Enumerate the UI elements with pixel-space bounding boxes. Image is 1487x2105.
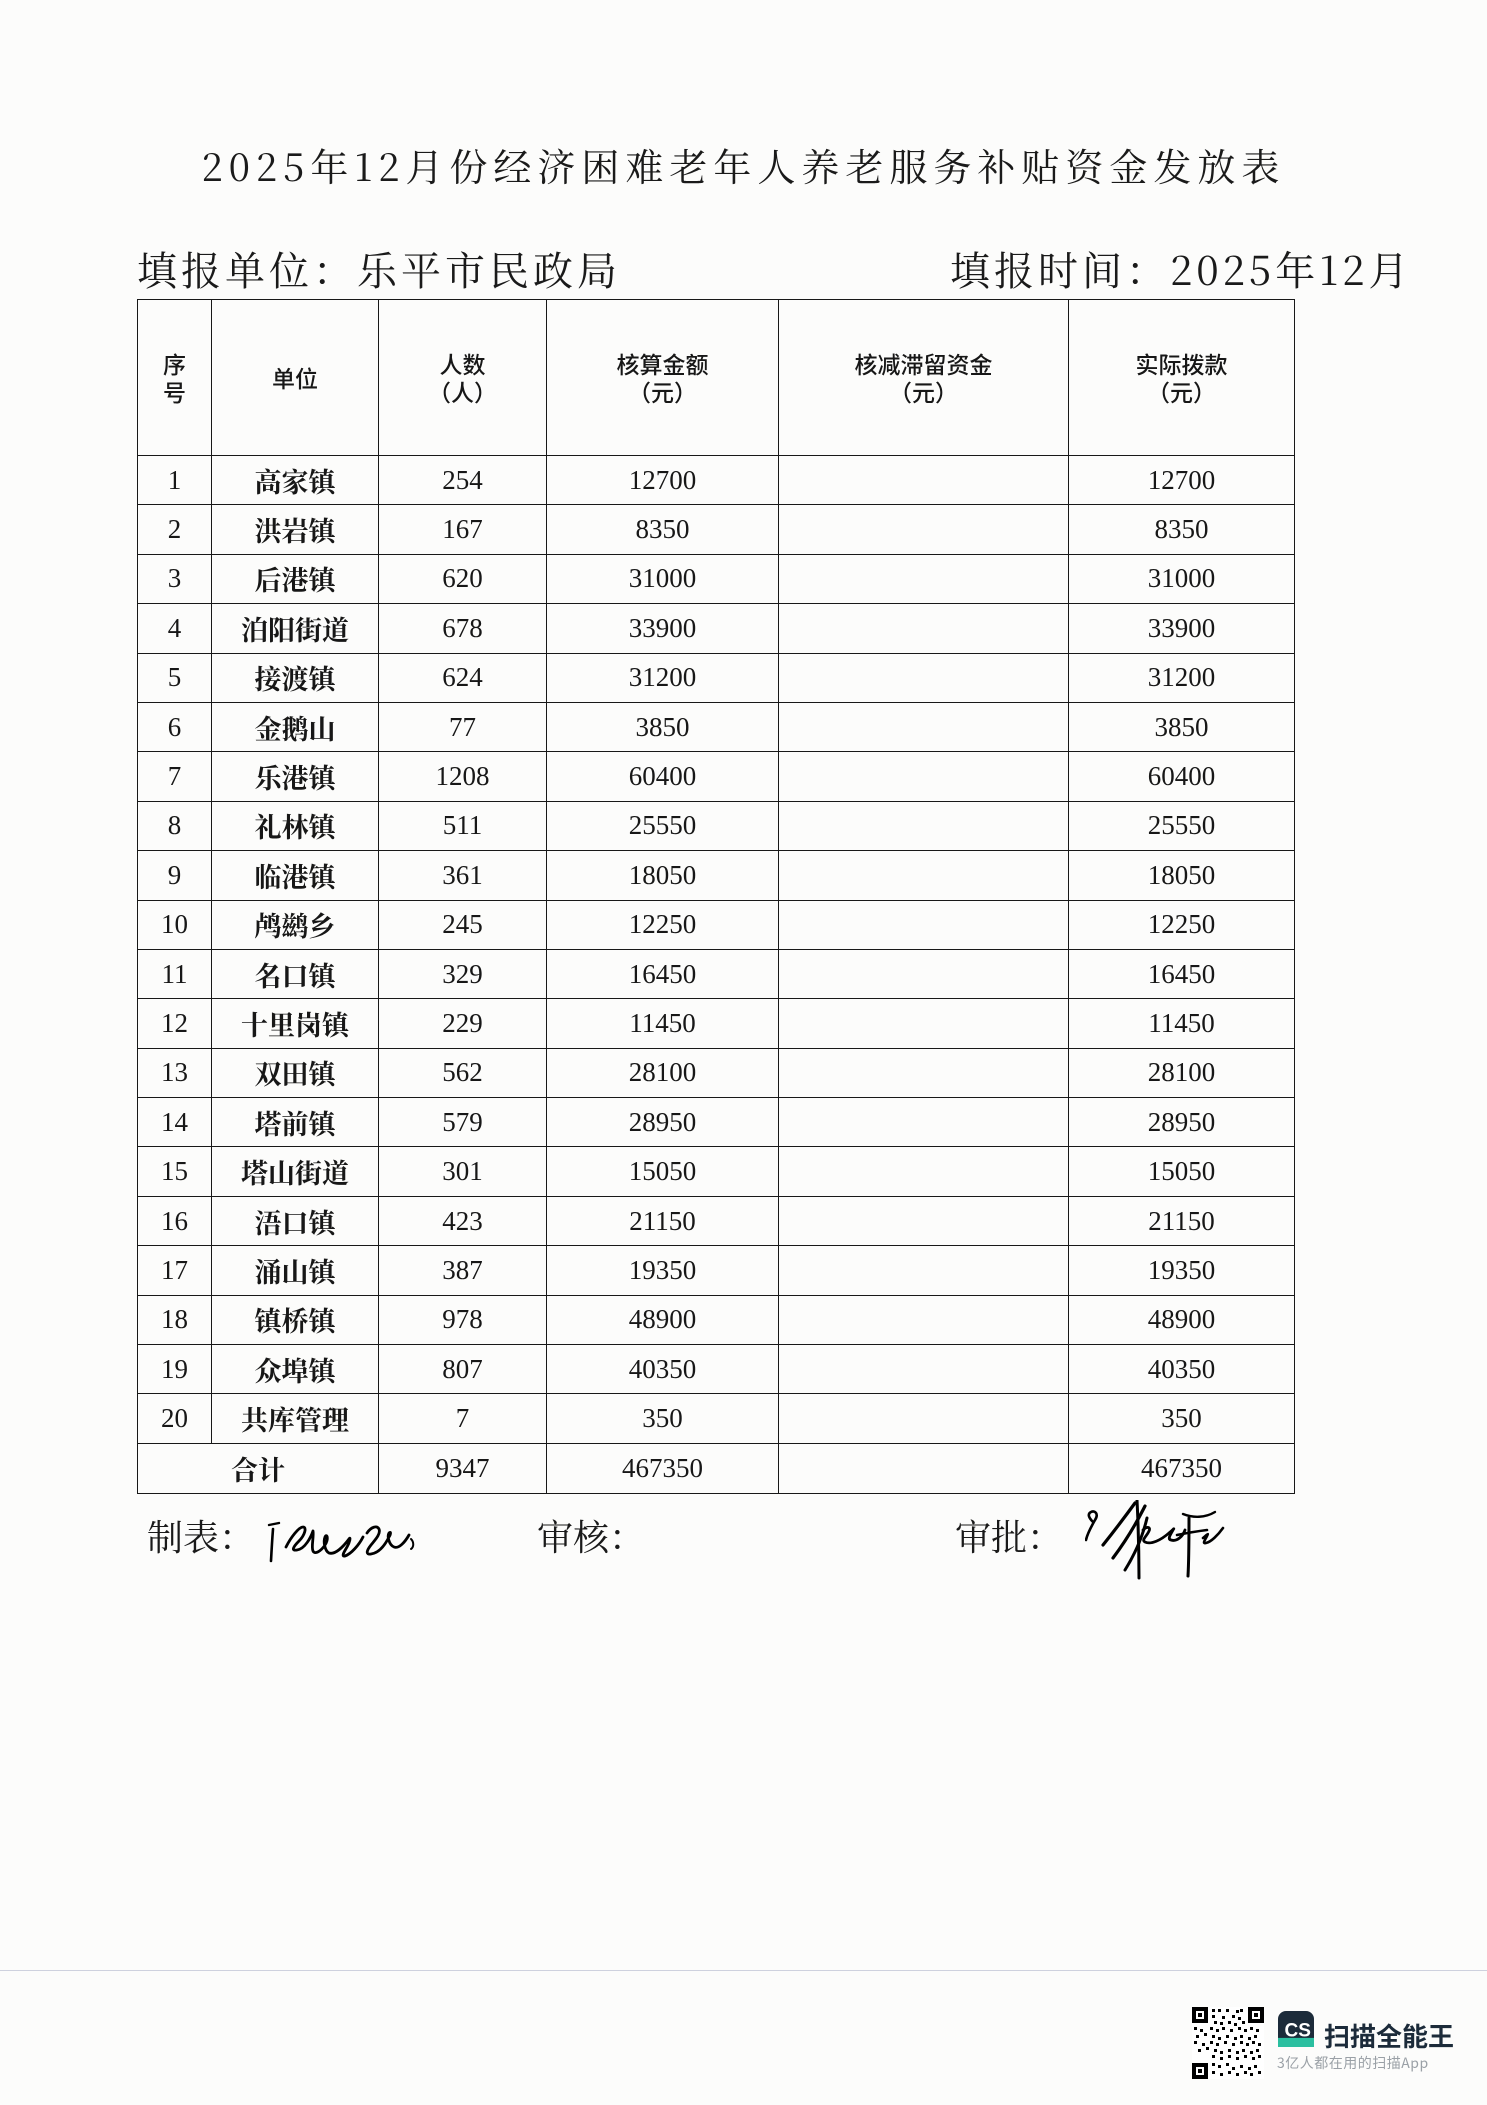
svg-text:CS: CS (1285, 2021, 1311, 2042)
